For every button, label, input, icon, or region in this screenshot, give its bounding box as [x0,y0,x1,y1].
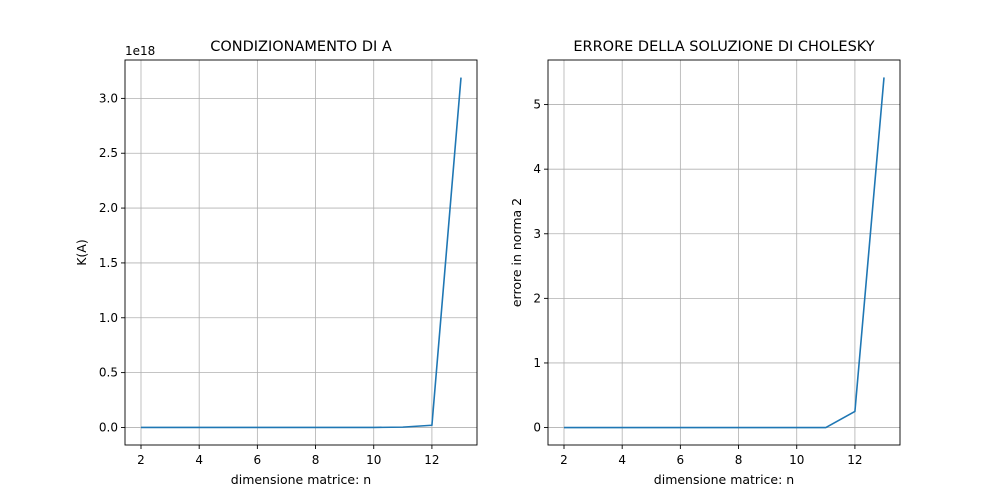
x-tick-label: 10 [366,453,381,467]
y-tick-label: 0.5 [99,366,118,380]
y-tick-label: 1.0 [99,311,118,325]
x-axis-label: dimensione matrice: n [654,472,794,487]
chart-panel-1: 2 4 6 8 10 12 0.0 0.5 1.0 1.5 2.0 2.5 3.0 CONDIZIONAM… [74,39,478,487]
x-tick-label: 2 [560,453,568,467]
y-axis-label: errore in norma 2 [509,198,524,307]
series-line [564,77,885,429]
x-tick-label: 10 [789,453,804,467]
axes-frame [547,59,901,446]
y-offset-text: 1e18 [125,44,155,58]
y-tick-label: 2 [533,291,541,305]
x-axis-label: dimensione matrice: n [231,472,371,487]
y-tick-label: 2.5 [99,146,118,160]
y-tick-label: 2.0 [99,201,118,215]
x-tick-label: 8 [312,453,320,467]
x-tick-label: 2 [137,453,145,467]
chart-title: CONDIZIONAMENTO DI A [210,39,392,55]
x-tick-label: 4 [618,453,626,467]
x-tick-label: 6 [254,453,262,467]
y-tick-label: 0 [533,421,541,435]
x-tick-label: 6 [677,453,685,467]
series-line [141,77,462,429]
y-tick-label: 3 [533,227,541,241]
x-tick-label: 12 [424,453,439,467]
y-tick-label: 1.5 [99,256,118,270]
y-tick-label: 5 [533,98,541,112]
y-tick-label: 4 [533,162,541,176]
y-tick-label: 3.0 [99,91,118,105]
y-tick-label: 1 [533,356,541,370]
y-axis-label: K(A) [74,239,89,266]
y-tick-label: 0.0 [99,420,118,434]
chart-title: ERRORE DELLA SOLUZIONE DI CHOLESKY [573,39,874,55]
x-tick-label: 4 [195,453,203,467]
x-tick-label: 8 [735,453,743,467]
axes-frame [124,59,478,446]
x-tick-label: 12 [847,453,862,467]
